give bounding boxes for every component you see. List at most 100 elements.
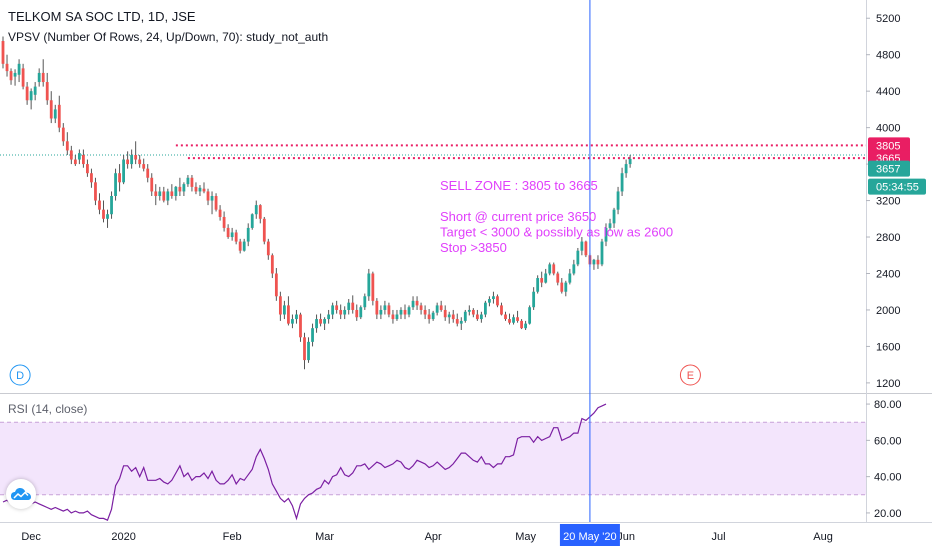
candle-body <box>234 232 238 242</box>
sell-zone-note[interactable]: SELL ZONE : 3805 to 3665 Short @ current … <box>440 178 673 255</box>
candle-body <box>331 305 335 315</box>
price-tick-label: 4800 <box>876 50 900 62</box>
candle-body <box>158 191 162 196</box>
candle-body <box>512 317 515 323</box>
candle-body <box>226 227 230 238</box>
time-axis-label: Aug <box>813 531 833 543</box>
dividend-marker[interactable]: D <box>9 364 31 386</box>
vpsv-indicator-legend[interactable]: VPSV (Number Of Rows, 24, Up/Down, 70): … <box>8 30 329 44</box>
candle-body <box>1 41 5 64</box>
rsi-tick-label: 80.00 <box>874 399 902 411</box>
candle-body <box>130 154 134 165</box>
candle-body <box>467 309 471 312</box>
candle-body <box>399 309 403 315</box>
candle-body <box>387 305 391 315</box>
candle-body <box>150 177 154 192</box>
candle-body <box>508 319 511 323</box>
price-pane[interactable] <box>0 0 866 392</box>
time-axis-label: Jun <box>617 531 635 543</box>
candle-body <box>600 241 604 265</box>
candle-body <box>504 314 507 320</box>
candle-body <box>419 305 423 310</box>
rsi-scale[interactable]: 80.00 60.00 40.00 20.00 <box>866 399 902 520</box>
candle-body <box>540 278 544 283</box>
candle-body <box>459 320 463 324</box>
candle-body <box>258 205 262 219</box>
candle-body <box>246 227 250 242</box>
candle-body <box>270 255 274 274</box>
candle-body <box>218 209 222 217</box>
price-tick-label: 2800 <box>876 232 900 244</box>
candle-body <box>447 314 451 318</box>
candle-body <box>343 309 347 315</box>
time-axis-label: 2020 <box>111 531 135 543</box>
candle-body <box>45 82 49 101</box>
candle-body <box>29 91 33 101</box>
candle-body <box>122 159 125 183</box>
candle-body <box>25 86 29 101</box>
earnings-marker-circle[interactable] <box>679 364 701 386</box>
candle-body <box>375 300 379 315</box>
sell-zone-note-line: SELL ZONE : 3805 to 3665 <box>440 178 598 193</box>
tradingview-logo[interactable] <box>6 479 36 509</box>
candle-body <box>608 223 612 228</box>
candle-body <box>423 309 427 315</box>
rsi-line[interactable] <box>2 403 607 522</box>
candlestick-series[interactable] <box>1 36 632 370</box>
candle-body <box>628 158 632 165</box>
candle-body <box>13 72 17 77</box>
price-tick-label: 4400 <box>876 86 900 98</box>
candle-body <box>327 314 331 320</box>
price-scale[interactable]: 5200480044004000360032002800240020001600… <box>866 13 900 390</box>
bar-countdown-tag-bg <box>868 178 926 195</box>
dividend-marker-circle[interactable] <box>9 364 31 386</box>
candle-body <box>407 307 411 315</box>
rsi-indicator-legend[interactable]: RSI (14, close) <box>8 402 88 416</box>
candle-body <box>138 159 142 165</box>
candle-body <box>367 273 371 297</box>
candle-body <box>556 273 560 283</box>
candle-body <box>49 100 53 119</box>
time-axis-label: May <box>515 531 536 543</box>
candle-body <box>21 68 25 87</box>
cloud-logo-icon <box>11 488 31 500</box>
candle-body <box>403 309 407 315</box>
candle-body <box>65 141 69 151</box>
candle-body <box>230 232 234 238</box>
candle-body <box>174 186 178 196</box>
candle-body <box>568 273 572 283</box>
candle-body <box>194 186 198 192</box>
time-axis-label: Mar <box>315 531 334 543</box>
candle-body <box>496 296 499 306</box>
candle-body <box>532 291 536 308</box>
earnings-marker[interactable]: E <box>679 364 701 386</box>
candle-body <box>186 177 190 185</box>
rsi-tick-label: 40.00 <box>874 472 902 484</box>
candle-body <box>415 300 419 306</box>
candle-body <box>592 259 596 265</box>
candle-body <box>142 164 146 169</box>
candle-body <box>355 309 359 318</box>
symbol-title[interactable]: TELKOM SA SOC LTD, 1D, JSE <box>8 9 196 24</box>
candle-body <box>178 186 182 192</box>
candle-body <box>182 184 186 192</box>
time-axis[interactable]: Dec 2020 Feb Mar Apr May Jun Jul Aug 20 May '20 <box>21 524 833 546</box>
candle-body <box>198 187 202 192</box>
candle-body <box>427 314 431 320</box>
candle-body <box>118 173 121 183</box>
candle-body <box>383 305 387 310</box>
candle-body <box>126 159 130 165</box>
candle-body <box>222 216 226 228</box>
candle-body <box>254 205 258 215</box>
candle-body <box>162 191 166 201</box>
candle-body <box>303 337 306 361</box>
candle-body <box>363 296 367 308</box>
zone-upper-tag-bg <box>868 137 910 154</box>
price-tick-label: 5200 <box>876 13 900 25</box>
candle-body <box>624 164 628 174</box>
candle-body <box>323 319 326 324</box>
candle-body <box>371 273 375 301</box>
candle-body <box>576 250 580 265</box>
candle-body <box>266 241 270 256</box>
